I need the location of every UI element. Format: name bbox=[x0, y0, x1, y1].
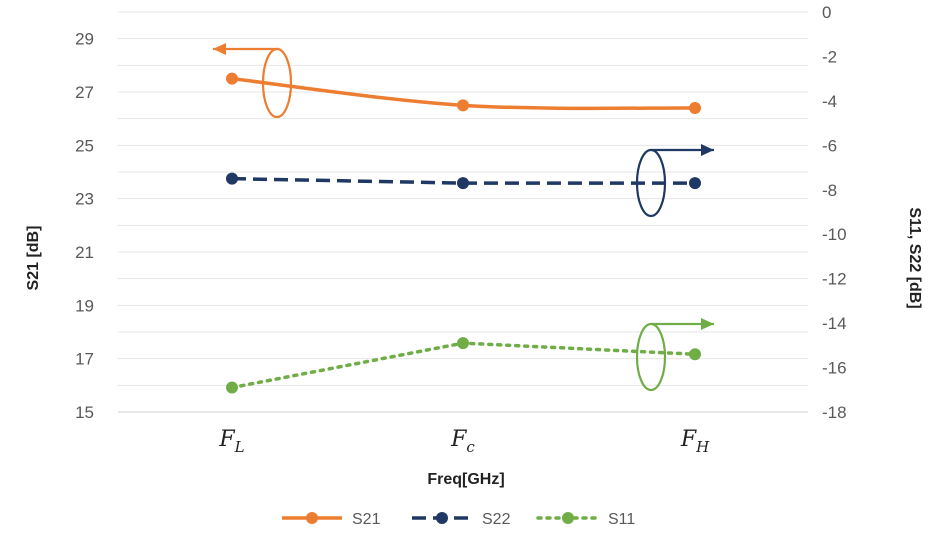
legend-swatch-marker bbox=[562, 512, 574, 524]
annotation-arrow-head bbox=[213, 43, 226, 55]
data-point-s22 bbox=[689, 177, 701, 190]
legend-item-s11: S11 bbox=[536, 511, 635, 528]
y-right-tick-label: -10 bbox=[822, 225, 847, 244]
y-right-tick-label: -14 bbox=[822, 314, 847, 333]
legend-label: S11 bbox=[608, 511, 635, 528]
y-right-tick-label: -12 bbox=[822, 270, 847, 289]
legend-label: S22 bbox=[482, 511, 511, 528]
y-right-tick-label: -8 bbox=[822, 181, 837, 200]
legend-swatch-marker bbox=[436, 512, 448, 524]
legend-item-s22: S22 bbox=[412, 511, 511, 528]
y-right-tick-label: -18 bbox=[822, 403, 847, 422]
data-point-s21 bbox=[226, 72, 238, 85]
legend-item-s21: S21 bbox=[282, 511, 381, 528]
y-left-tick-label: 15 bbox=[75, 403, 94, 422]
legend: S21 S22 S11 bbox=[282, 511, 635, 528]
data-point-s11 bbox=[689, 348, 701, 361]
annotation-s22 bbox=[635, 144, 714, 218]
y-right-tick-label: -6 bbox=[822, 136, 837, 155]
legend-swatch-marker bbox=[306, 512, 318, 524]
y-right-tick-label: -4 bbox=[822, 92, 837, 111]
data-point-s22 bbox=[226, 172, 238, 185]
right-axis-ticks: 0 -2 -4 -6 -8 -10 -12 -14 -16 -18 bbox=[822, 3, 847, 422]
y-left-tick-label: 29 bbox=[75, 30, 94, 49]
x-category-label: FL bbox=[218, 427, 244, 456]
y-left-tick-label: 21 bbox=[75, 243, 94, 262]
y-axis-left-title: S21 [dB] bbox=[25, 226, 42, 291]
axis-annotations bbox=[213, 43, 714, 392]
y-left-tick-label: 19 bbox=[75, 296, 94, 315]
y-left-tick-label: 23 bbox=[75, 190, 94, 209]
data-point-s22 bbox=[457, 177, 469, 190]
y-right-tick-label: 0 bbox=[822, 3, 831, 22]
annotation-s21 bbox=[213, 43, 293, 119]
category-axis: FL Fc FH bbox=[218, 427, 710, 456]
x-axis-title: Freq[GHz] bbox=[427, 471, 504, 488]
series-line-s11 bbox=[230, 341, 697, 390]
legend-label: S21 bbox=[352, 511, 381, 528]
data-point-s11 bbox=[457, 337, 469, 350]
plot-series bbox=[226, 72, 701, 394]
y-right-tick-label: -2 bbox=[822, 47, 837, 66]
data-point-s21 bbox=[457, 99, 469, 112]
annotation-arrow-head bbox=[701, 144, 714, 156]
y-left-tick-label: 27 bbox=[75, 83, 94, 102]
x-category-label: Fc bbox=[450, 427, 475, 456]
annotation-ellipse bbox=[635, 322, 667, 392]
y-left-tick-label: 25 bbox=[75, 136, 94, 155]
annotation-arrow-head bbox=[701, 318, 714, 330]
left-axis-ticks: 15 17 19 21 23 25 27 29 bbox=[75, 30, 94, 422]
gridlines bbox=[118, 11, 808, 413]
x-category-label: FH bbox=[680, 427, 710, 456]
annotation-s11 bbox=[635, 318, 714, 392]
y-left-tick-label: 17 bbox=[75, 350, 94, 369]
data-point-s21 bbox=[689, 102, 701, 114]
y-right-tick-label: -16 bbox=[822, 359, 847, 378]
y-axis-right-title: S11, S22 [dB] bbox=[906, 207, 923, 308]
data-point-s11 bbox=[226, 381, 238, 394]
